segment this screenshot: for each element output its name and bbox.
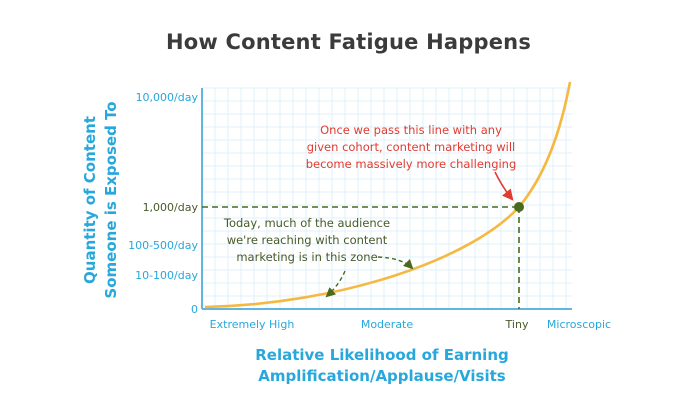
series-line [204,81,572,309]
y-tick-label: 10-100/day [135,269,198,282]
annotation-green: we're reaching with content [227,233,388,247]
arrow-green-right [377,256,414,270]
y-axis-title: Someone is Exposed To [102,101,120,298]
annotation-green: Today, much of the audience [223,216,390,230]
annotation-green: marketing is in this zone [236,250,377,264]
y-tick-label: 10,000/day [136,91,199,104]
annotation-red: become massively more challenging [306,157,517,171]
annotation-red: Once we pass this line with any [320,123,502,137]
x-tick-label: Extremely High [210,318,295,331]
arrow-red [494,171,514,201]
y-tick-label: 0 [191,303,198,316]
y-axis-title: Quantity of Content [81,116,99,284]
y-tick-label: 1,000/day [143,201,199,214]
x-axis-title: Relative Likelihood of Earning [255,346,509,364]
arrow-green-left [325,270,346,298]
annotation-red: given cohort, content marketing will [307,140,515,154]
x-tick-label: Tiny [505,318,529,331]
data-point-threshold [514,202,524,212]
x-axis-title: Amplification/Applause/Visits [258,367,505,385]
x-tick-label: Microscopic [547,318,611,331]
x-tick-label: Moderate [361,318,414,331]
grid [202,87,572,309]
y-tick-label: 100-500/day [128,239,198,252]
chart-title: How Content Fatigue Happens [165,30,532,54]
